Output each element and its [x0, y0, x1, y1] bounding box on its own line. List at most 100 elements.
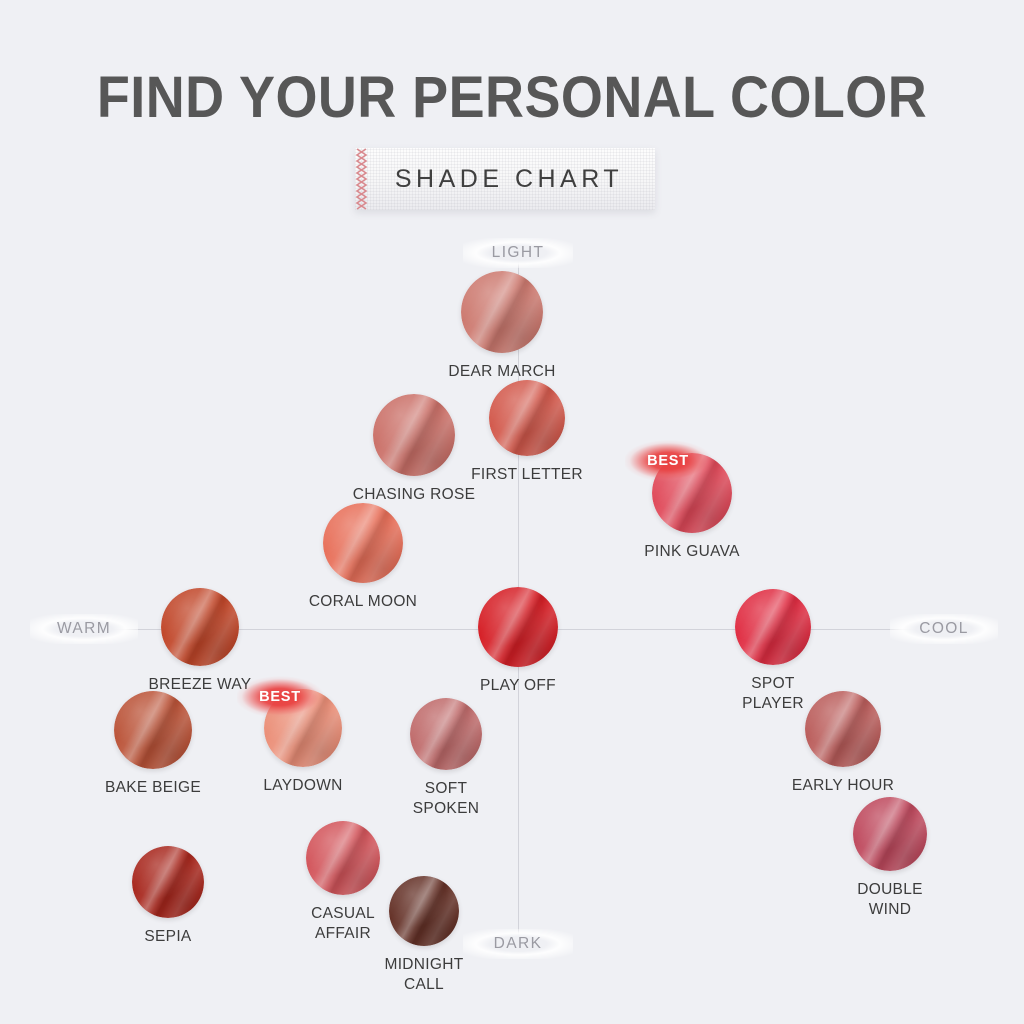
- shade-chart-tag: SHADE CHART: [355, 148, 655, 210]
- swatch-color-fill: [389, 876, 459, 946]
- swatch-color-fill: [410, 698, 482, 770]
- swatch-gloss-secondary: [323, 503, 403, 583]
- shade-swatch-label: DOUBLE WIND: [857, 881, 923, 918]
- shade-swatch-label: MIDNIGHT CALL: [384, 956, 464, 993]
- swatch-gloss-highlight: [306, 821, 380, 895]
- shade-swatch[interactable]: [161, 588, 239, 666]
- swatch-gloss-highlight: [410, 698, 482, 770]
- swatch-gloss-secondary: [132, 846, 204, 918]
- shade-swatch-dot[interactable]: [410, 698, 482, 770]
- swatch-color-fill: [853, 797, 927, 871]
- shade-swatch[interactable]: [410, 698, 482, 770]
- swatch-gloss-highlight: [489, 380, 565, 456]
- swatch-gloss-secondary: [478, 587, 558, 667]
- shade-swatch-dot[interactable]: [132, 846, 204, 918]
- shade-swatch[interactable]: [306, 821, 380, 895]
- shade-swatch-dot[interactable]: [323, 503, 403, 583]
- shade-swatch-label: CASUAL AFFAIR: [311, 905, 375, 942]
- shade-swatch[interactable]: [373, 394, 455, 476]
- shade-swatch-dot[interactable]: [735, 589, 811, 665]
- swatch-shading: [132, 846, 204, 918]
- swatch-shading: [461, 271, 543, 353]
- axis-label-light: LIGHT: [463, 238, 573, 268]
- swatch-gloss-secondary: [161, 588, 239, 666]
- swatch-gloss-highlight: [478, 587, 558, 667]
- shade-swatch-label: SOFT SPOKEN: [412, 780, 480, 817]
- swatch-color-fill: [461, 271, 543, 353]
- swatch-shading: [306, 821, 380, 895]
- shade-swatch[interactable]: [461, 271, 543, 353]
- shade-swatch-label: EARLY HOUR: [791, 777, 895, 794]
- swatch-gloss-secondary: [461, 271, 543, 353]
- swatch-gloss-highlight: [132, 846, 204, 918]
- swatch-gloss-secondary: [389, 876, 459, 946]
- shade-swatch[interactable]: [489, 380, 565, 456]
- shade-swatch-dot[interactable]: [264, 689, 342, 767]
- shade-swatch-label: PINK GUAVA: [644, 543, 740, 560]
- swatch-color-fill: [478, 587, 558, 667]
- shade-swatch[interactable]: [853, 797, 927, 871]
- shade-swatch-dot[interactable]: [161, 588, 239, 666]
- shade-swatch-dot[interactable]: [652, 453, 732, 533]
- shade-swatch[interactable]: [389, 876, 459, 946]
- shade-swatch-label: FIRST LETTER: [471, 466, 583, 483]
- swatch-shading: [853, 797, 927, 871]
- swatch-color-fill: [373, 394, 455, 476]
- page-title: FIND YOUR PERSONAL COLOR: [96, 65, 928, 130]
- swatch-shading: [264, 689, 342, 767]
- swatch-gloss-secondary: [489, 380, 565, 456]
- shade-swatch-dot[interactable]: [489, 380, 565, 456]
- shade-swatch-dot[interactable]: [373, 394, 455, 476]
- swatch-color-fill: [323, 503, 403, 583]
- swatch-shading: [478, 587, 558, 667]
- shade-swatch[interactable]: [652, 453, 732, 533]
- shade-swatch-label: SEPIA: [144, 928, 192, 945]
- shade-swatch-dot[interactable]: [853, 797, 927, 871]
- shade-swatch[interactable]: [132, 846, 204, 918]
- swatch-gloss-secondary: [805, 691, 881, 767]
- swatch-color-fill: [735, 589, 811, 665]
- shade-swatch[interactable]: [323, 503, 403, 583]
- swatch-shading: [373, 394, 455, 476]
- shade-swatch[interactable]: [478, 587, 558, 667]
- axis-label-warm: WARM: [30, 614, 138, 644]
- swatch-shading: [489, 380, 565, 456]
- axis-label-dark: DARK: [463, 929, 573, 959]
- shade-swatch-label: SPOT PLAYER: [742, 675, 804, 712]
- swatch-shading: [389, 876, 459, 946]
- tag-label: SHADE CHART: [394, 165, 624, 193]
- swatch-gloss-highlight: [114, 691, 192, 769]
- swatch-gloss-highlight: [735, 589, 811, 665]
- swatch-shading: [805, 691, 881, 767]
- shade-swatch[interactable]: [114, 691, 192, 769]
- shade-swatch-dot[interactable]: [389, 876, 459, 946]
- shade-swatch-label: BAKE BEIGE: [104, 779, 202, 796]
- swatch-gloss-highlight: [323, 503, 403, 583]
- shade-swatch-label: CHASING ROSE: [352, 486, 476, 503]
- swatch-color-fill: [805, 691, 881, 767]
- shade-swatch[interactable]: [264, 689, 342, 767]
- swatch-gloss-secondary: [410, 698, 482, 770]
- shade-swatch-dot[interactable]: [306, 821, 380, 895]
- swatch-color-fill: [114, 691, 192, 769]
- shade-swatch-dot[interactable]: [478, 587, 558, 667]
- shade-swatch-label: LAYDOWN: [263, 777, 343, 794]
- swatch-color-fill: [161, 588, 239, 666]
- shade-swatch-dot[interactable]: [114, 691, 192, 769]
- swatch-gloss-highlight: [853, 797, 927, 871]
- shade-swatch-dot[interactable]: [461, 271, 543, 353]
- shade-swatch-dot[interactable]: [805, 691, 881, 767]
- swatch-shading: [323, 503, 403, 583]
- swatch-gloss-secondary: [306, 821, 380, 895]
- swatch-gloss-highlight: [161, 588, 239, 666]
- swatch-shading: [114, 691, 192, 769]
- swatch-shading: [735, 589, 811, 665]
- shade-swatch-label: PLAY OFF: [480, 677, 556, 694]
- shade-swatch[interactable]: [735, 589, 811, 665]
- shade-swatch[interactable]: [805, 691, 881, 767]
- swatch-color-fill: [132, 846, 204, 918]
- swatch-gloss-secondary: [373, 394, 455, 476]
- shade-swatch-label: DEAR MARCH: [448, 363, 556, 380]
- swatch-shading: [652, 453, 732, 533]
